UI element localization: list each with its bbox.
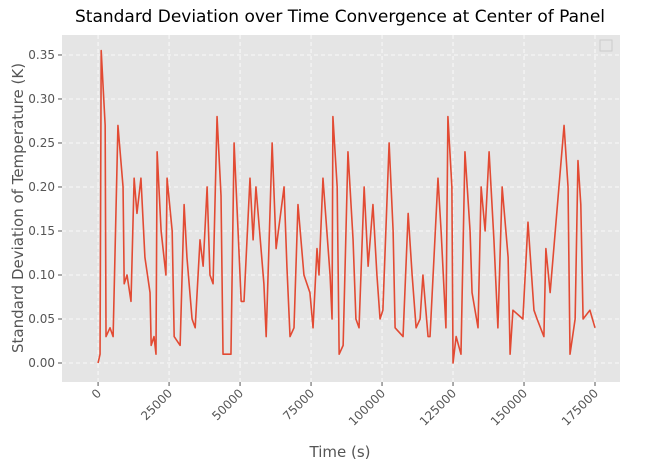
chart-title: Standard Deviation over Time Convergence… bbox=[75, 7, 605, 27]
x-tick-label: 100000 bbox=[346, 386, 388, 428]
y-tick-label: 0.25 bbox=[28, 136, 55, 150]
data-line bbox=[97, 49, 596, 364]
plot-area bbox=[62, 35, 620, 382]
y-tick-label: 0.05 bbox=[28, 312, 55, 326]
y-tick-label: 0.20 bbox=[28, 180, 55, 194]
x-tick-label: 50000 bbox=[209, 386, 246, 423]
x-tick-label: 125000 bbox=[417, 386, 459, 428]
x-tick-label: 0 bbox=[89, 386, 104, 401]
y-tick-label: 0.10 bbox=[28, 268, 55, 282]
y-tick-label: 0.15 bbox=[28, 224, 55, 238]
x-axis-label: Time (s) bbox=[309, 443, 371, 461]
x-tick-label: 25000 bbox=[138, 386, 175, 423]
y-tick-label: 0.35 bbox=[28, 48, 55, 62]
y-tick-label: 0.00 bbox=[28, 356, 55, 370]
y-tick-label: 0.30 bbox=[28, 92, 55, 106]
y-axis-label: Standard Deviation of Temperature (K) bbox=[9, 63, 27, 353]
legend-box bbox=[599, 39, 613, 52]
x-tick-label: 75000 bbox=[280, 386, 317, 423]
x-tick-label: 150000 bbox=[488, 386, 530, 428]
grid bbox=[62, 35, 620, 382]
x-tick-label: 175000 bbox=[559, 386, 601, 428]
